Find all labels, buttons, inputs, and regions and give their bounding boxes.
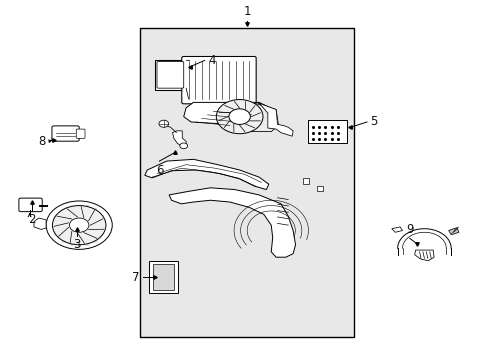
FancyBboxPatch shape — [52, 126, 79, 141]
Bar — [154, 60, 186, 90]
Polygon shape — [34, 218, 46, 229]
Polygon shape — [249, 103, 278, 131]
Polygon shape — [183, 102, 276, 131]
Polygon shape — [172, 131, 186, 146]
Polygon shape — [169, 188, 295, 257]
Circle shape — [46, 201, 112, 249]
Text: 7: 7 — [132, 271, 140, 284]
Text: 1: 1 — [243, 5, 250, 18]
FancyBboxPatch shape — [76, 129, 85, 138]
Circle shape — [52, 206, 106, 245]
FancyBboxPatch shape — [19, 198, 42, 212]
Polygon shape — [256, 102, 292, 136]
Polygon shape — [144, 159, 268, 190]
Circle shape — [216, 100, 263, 134]
Bar — [140, 28, 353, 337]
Circle shape — [159, 120, 168, 127]
Circle shape — [180, 143, 187, 149]
FancyBboxPatch shape — [157, 62, 183, 88]
FancyBboxPatch shape — [182, 57, 256, 104]
Polygon shape — [414, 250, 433, 261]
Text: 8: 8 — [38, 135, 45, 148]
Polygon shape — [391, 227, 402, 232]
Text: 6: 6 — [155, 163, 163, 177]
Bar — [302, 178, 308, 184]
Polygon shape — [448, 228, 458, 235]
Bar — [307, 120, 346, 143]
Circle shape — [228, 109, 250, 125]
Text: 5: 5 — [369, 116, 377, 129]
Text: 9: 9 — [405, 223, 413, 236]
Bar — [153, 264, 173, 289]
Bar — [317, 186, 323, 192]
Text: 3: 3 — [73, 238, 81, 251]
Text: 2: 2 — [28, 213, 36, 226]
Text: 4: 4 — [207, 54, 215, 67]
Bar — [148, 261, 178, 293]
Circle shape — [69, 218, 89, 232]
